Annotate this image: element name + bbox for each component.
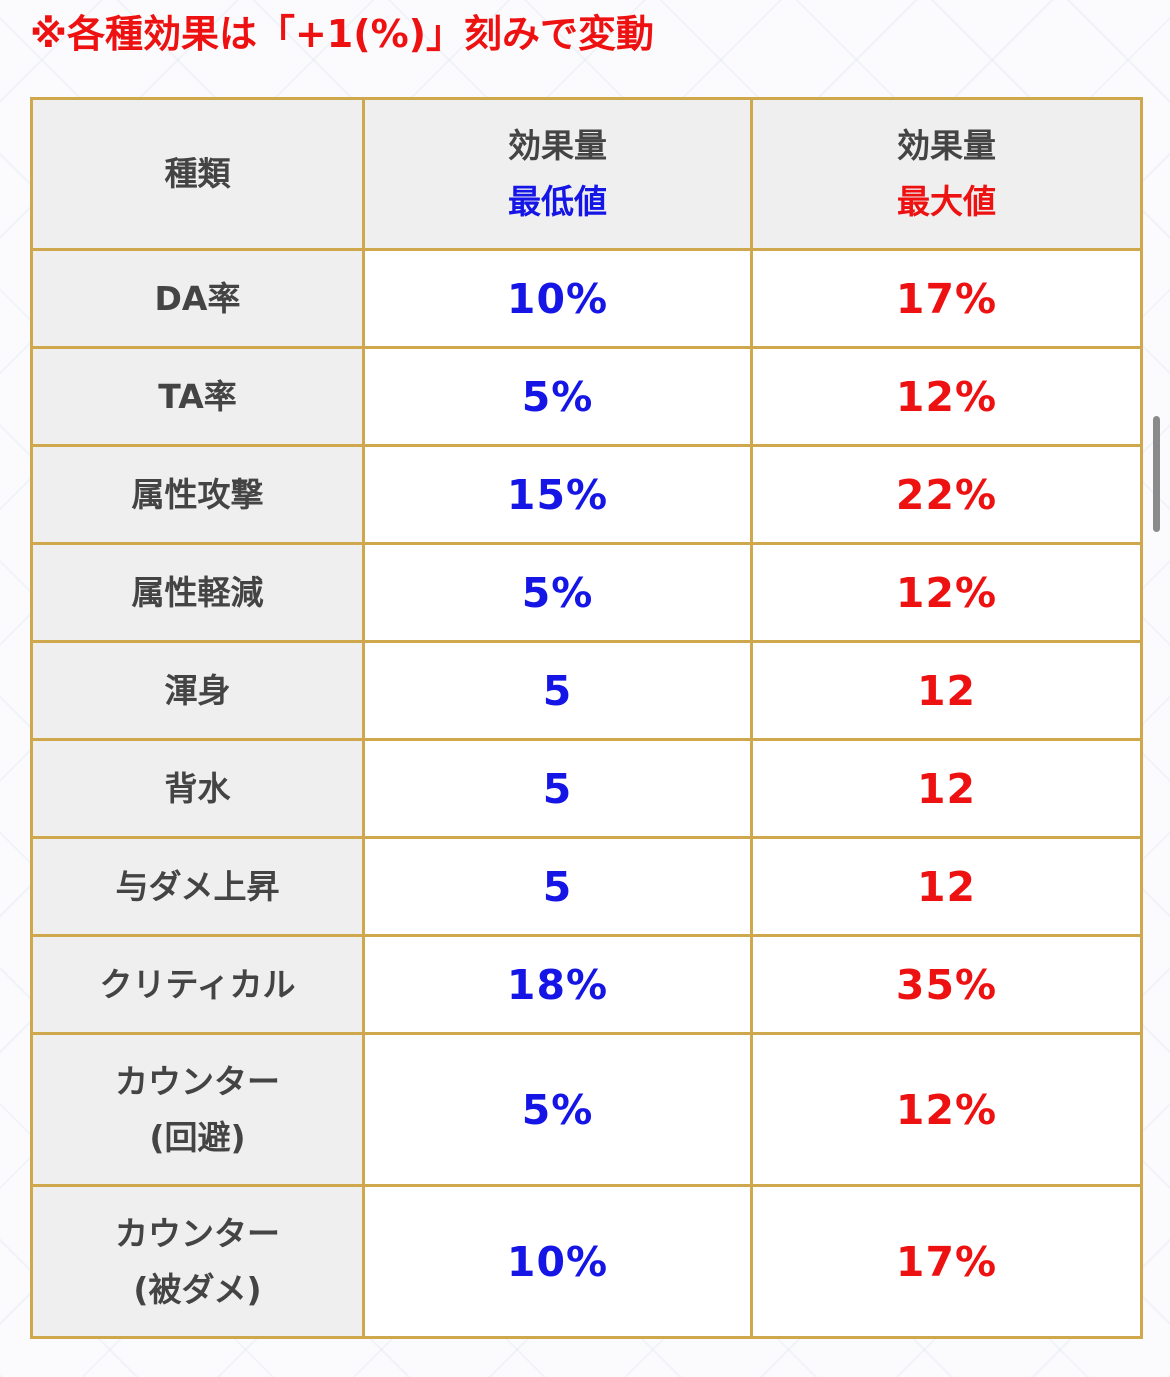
effect-type-label: (被ダメ) xyxy=(133,1269,262,1309)
min-value-cell: 18% xyxy=(362,934,753,1035)
effect-type-cell: 背水 xyxy=(30,738,365,839)
max-value-cell: 12 xyxy=(750,738,1143,839)
min-value: 5% xyxy=(521,1085,594,1134)
max-value-cell: 12 xyxy=(750,640,1143,741)
header-max-line1: 効果量 xyxy=(897,126,996,165)
effect-type-cell: TA率 xyxy=(30,346,365,447)
table-row: TA率 5% 12% xyxy=(30,346,1143,447)
effect-type-cell: クリティカル xyxy=(30,934,365,1035)
min-value: 5 xyxy=(542,764,573,813)
max-value: 12% xyxy=(895,372,998,421)
max-value-cell: 22% xyxy=(750,444,1143,545)
min-value: 5 xyxy=(542,862,573,911)
max-value: 22% xyxy=(895,470,998,519)
max-value: 12 xyxy=(916,666,977,715)
max-value: 17% xyxy=(895,274,998,323)
min-value-cell: 15% xyxy=(362,444,753,545)
min-value: 18% xyxy=(506,960,609,1009)
effect-type-label: クリティカル xyxy=(99,964,296,1004)
table-header-row: 種類 効果量 最低値 効果量 最大値 xyxy=(30,97,1143,251)
min-value-cell: 5% xyxy=(362,346,753,447)
table-row: 属性攻撃 15% 22% xyxy=(30,444,1143,545)
max-value-cell: 17% xyxy=(750,1184,1143,1339)
max-value-cell: 12 xyxy=(750,836,1143,937)
effect-type-label: カウンター xyxy=(115,1213,280,1253)
min-value: 10% xyxy=(506,274,609,323)
header-type-label: 種類 xyxy=(164,154,231,193)
effect-type-cell: 渾身 xyxy=(30,640,365,741)
effect-type-cell: カウンター (被ダメ) xyxy=(30,1184,365,1339)
scrollbar-thumb[interactable] xyxy=(1153,416,1160,532)
header-min-line1: 効果量 xyxy=(508,126,607,165)
min-value-cell: 5% xyxy=(362,1032,753,1187)
effect-type-label: (回避) xyxy=(149,1117,246,1157)
table-row: 属性軽減 5% 12% xyxy=(30,542,1143,643)
max-value: 12 xyxy=(916,764,977,813)
max-value-cell: 17% xyxy=(750,248,1143,349)
table-row: カウンター (被ダメ) 10% 17% xyxy=(30,1184,1143,1339)
effect-type-cell: 属性軽減 xyxy=(30,542,365,643)
min-value: 5% xyxy=(521,568,594,617)
min-value-cell: 5 xyxy=(362,738,753,839)
min-value-cell: 10% xyxy=(362,1184,753,1339)
min-value: 5% xyxy=(521,372,594,421)
table-row: DA率 10% 17% xyxy=(30,248,1143,349)
max-value: 12% xyxy=(895,568,998,617)
max-value-cell: 12% xyxy=(750,346,1143,447)
min-value: 15% xyxy=(506,470,609,519)
table-row: 与ダメ上昇 5 12 xyxy=(30,836,1143,937)
effect-type-cell: 属性攻撃 xyxy=(30,444,365,545)
effect-type-label: カウンター xyxy=(115,1061,280,1101)
header-min-line2: 最低値 xyxy=(508,182,607,221)
effect-type-cell: 与ダメ上昇 xyxy=(30,836,365,937)
table-row: クリティカル 18% 35% xyxy=(30,934,1143,1035)
effect-type-label: DA率 xyxy=(154,278,241,318)
max-value-cell: 12% xyxy=(750,1032,1143,1187)
max-value: 17% xyxy=(895,1237,998,1286)
min-value-cell: 5% xyxy=(362,542,753,643)
effect-type-label: 与ダメ上昇 xyxy=(115,866,280,906)
effect-type-cell: DA率 xyxy=(30,248,365,349)
max-value-cell: 12% xyxy=(750,542,1143,643)
effect-type-label: 属性軽減 xyxy=(131,572,264,612)
effect-type-label: 属性攻撃 xyxy=(131,474,264,514)
max-value: 35% xyxy=(895,960,998,1009)
header-type: 種類 xyxy=(30,97,365,251)
max-value-cell: 35% xyxy=(750,934,1143,1035)
header-max-line2: 最大値 xyxy=(897,182,996,221)
min-value-cell: 5 xyxy=(362,640,753,741)
table-body: DA率 10% 17% TA率 5% 12% 属性攻撃 15% 22% 属性軽減 5% 12% 渾身 5 1… xyxy=(30,248,1143,1339)
table-row: 渾身 5 12 xyxy=(30,640,1143,741)
table-row: 背水 5 12 xyxy=(30,738,1143,839)
effect-step-note: ※各種効果は「+1(%)」刻みで変動 xyxy=(30,12,655,56)
min-value-cell: 10% xyxy=(362,248,753,349)
min-value-cell: 5 xyxy=(362,836,753,937)
effect-type-label: 背水 xyxy=(164,768,231,808)
header-min: 効果量 最低値 xyxy=(362,97,753,251)
effect-type-label: 渾身 xyxy=(164,670,231,710)
effect-type-label: TA率 xyxy=(158,376,237,416)
header-max: 効果量 最大値 xyxy=(750,97,1143,251)
max-value: 12% xyxy=(895,1085,998,1134)
min-value: 5 xyxy=(542,666,573,715)
min-value: 10% xyxy=(506,1237,609,1286)
effect-range-table: 種類 効果量 最低値 効果量 最大値 DA率 10% 17% TA率 5% 12% 属性攻撃… xyxy=(30,97,1143,1339)
table-row: カウンター (回避) 5% 12% xyxy=(30,1032,1143,1187)
max-value: 12 xyxy=(916,862,977,911)
effect-type-cell: カウンター (回避) xyxy=(30,1032,365,1187)
